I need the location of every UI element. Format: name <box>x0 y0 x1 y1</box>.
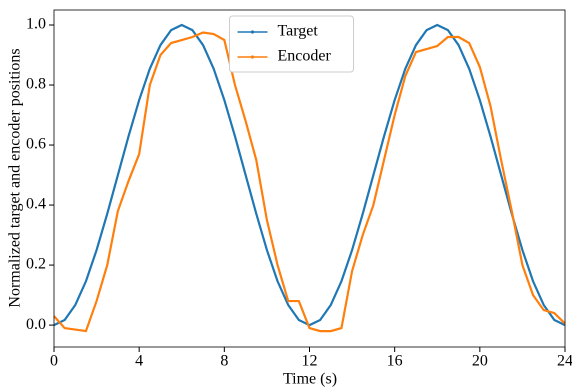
legend-marker <box>250 55 255 59</box>
y-tick-label: 0.6 <box>26 136 46 153</box>
x-tick-label: 12 <box>302 353 318 370</box>
y-tick-label: 0.0 <box>26 316 46 333</box>
x-tick-label: 16 <box>387 353 403 370</box>
x-tick-label: 20 <box>472 353 488 370</box>
y-tick-label: 0.8 <box>26 76 46 93</box>
x-tick-label: 4 <box>135 353 143 370</box>
y-tick-label: 0.2 <box>26 256 46 273</box>
y-axis-label: Normalized target and encoder positions <box>7 48 24 307</box>
series-line <box>53 23 566 327</box>
series-line <box>53 31 566 333</box>
legend-marker <box>250 30 255 34</box>
legend-label: Target <box>278 23 319 40</box>
plot-frame <box>53 9 566 348</box>
x-tick-label: 24 <box>557 353 572 370</box>
x-axis-label: Time (s) <box>283 371 337 388</box>
x-tick-label: 0 <box>50 353 58 370</box>
y-tick-label: 0.4 <box>26 196 46 213</box>
legend-box <box>229 15 354 73</box>
x-tick-label: 8 <box>220 353 228 370</box>
y-tick-label: 1.0 <box>26 16 46 33</box>
legend-label: Encoder <box>278 48 332 65</box>
